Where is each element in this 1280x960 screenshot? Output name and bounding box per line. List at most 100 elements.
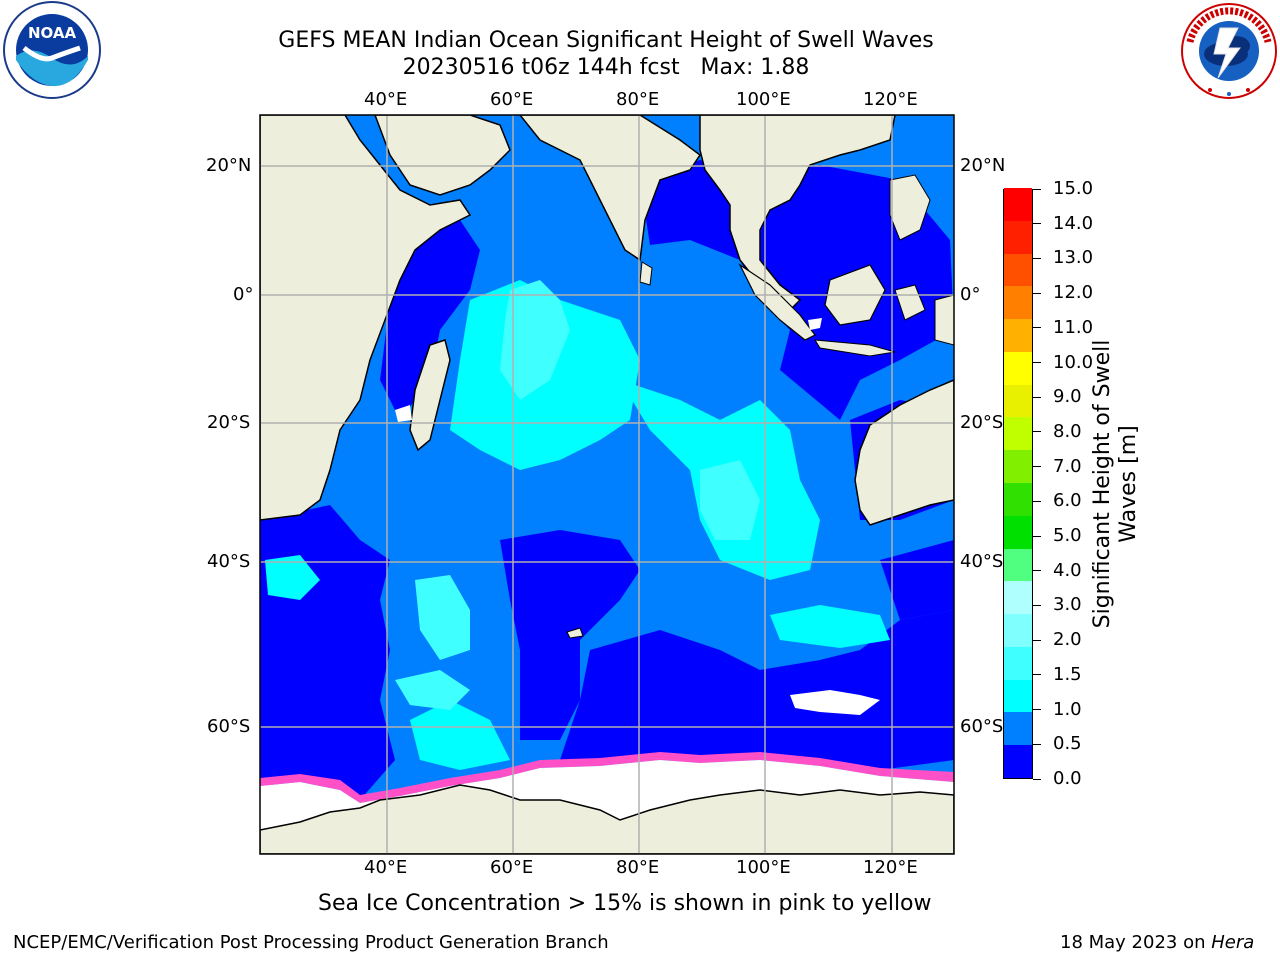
sri-lanka-land	[639, 261, 653, 286]
colorbar-tick-label: 5.0	[1053, 525, 1082, 547]
lon-tick-bottom: 100°E	[736, 857, 791, 878]
colorbar-tick-label: 1.0	[1053, 698, 1082, 720]
nws-logo-icon	[1181, 3, 1277, 99]
colorbar-segment	[1004, 614, 1032, 647]
higher-swell-regions	[395, 280, 760, 710]
footer-left: NCEP/EMC/Verification Post Processing Pr…	[13, 932, 609, 953]
philippines-land	[889, 174, 931, 241]
colorbar-tick-label: 14.0	[1053, 212, 1094, 234]
colorbar-segment	[1004, 679, 1032, 713]
colorbar-tick-label: 8.0	[1053, 420, 1082, 442]
colorbar-tick-mark	[1033, 535, 1041, 537]
colorbar-segment	[1004, 384, 1032, 418]
colorbar-segment	[1004, 450, 1032, 483]
lat-tick-right: 0°	[960, 284, 981, 305]
sea-ice-edge	[260, 752, 954, 803]
sumatra-land	[738, 263, 816, 341]
colorbar	[1003, 188, 1033, 779]
colorbar-tick-label: 1.5	[1053, 663, 1082, 685]
australia-land	[854, 379, 954, 526]
colorbar-tick-label: 7.0	[1053, 455, 1082, 477]
colorbar-label-line2: Waves [m]	[1116, 425, 1141, 543]
lat-tick-right: 20°S	[960, 412, 1004, 433]
colorbar-tick-label: 15.0	[1053, 178, 1094, 199]
lat-tick-right: 20°N	[960, 155, 1006, 176]
lat-tick-left: 20°S	[207, 412, 251, 433]
map-frame	[259, 114, 955, 855]
lon-tick-top: 60°E	[490, 89, 534, 110]
colorbar-tick-mark	[1033, 257, 1041, 259]
colorbar-segment	[1004, 548, 1032, 582]
colorbar-tick-mark	[1033, 743, 1041, 745]
colorbar-segment	[1004, 319, 1032, 352]
colorbar-tick-mark	[1033, 396, 1041, 398]
lon-tick-bottom: 80°E	[616, 857, 660, 878]
colorbar-tick-label: 2.0	[1053, 629, 1082, 651]
colorbar-segment	[1004, 581, 1032, 615]
colorbar-segment	[1004, 286, 1032, 320]
colorbar-tick-mark	[1033, 639, 1041, 641]
colorbar-tick-mark	[1033, 431, 1041, 433]
sea-ice-caption: Sea Ice Concentration > 15% is shown in …	[318, 891, 932, 916]
colorbar-tick-mark	[1033, 604, 1041, 606]
colorbar-tick-mark	[1033, 223, 1041, 225]
colorbar-segment	[1004, 483, 1032, 516]
colorbar-tick-mark	[1033, 778, 1041, 780]
lat-tick-left: 60°S	[207, 716, 251, 737]
colorbar-tick-label: 6.0	[1053, 490, 1082, 512]
colorbar-tick-mark	[1033, 362, 1041, 364]
colorbar-tick-mark	[1033, 500, 1041, 502]
lat-tick-left: 0°	[233, 284, 254, 305]
footer-date: 18 May 2023 on	[1060, 932, 1212, 953]
noaa-logo-icon: NOAA	[3, 1, 101, 99]
colorbar-tick-label: 11.0	[1053, 316, 1094, 338]
antarctica-land	[260, 784, 954, 854]
colorbar-tick-mark	[1033, 327, 1041, 329]
footer-right: 18 May 2023 on Hera	[1060, 932, 1254, 954]
lat-tick-left: 20°N	[206, 155, 252, 176]
lat-tick-right: 40°S	[960, 551, 1004, 572]
footer-host: Hera	[1211, 932, 1255, 953]
noaa-logo-text: NOAA	[28, 24, 77, 42]
colorbar-tick-label: 10.0	[1053, 351, 1094, 373]
colorbar-label-line1: Significant Height of Swell	[1090, 339, 1115, 629]
colorbar-segment	[1004, 417, 1032, 451]
colorbar-tick-label: 0.0	[1053, 768, 1082, 789]
lon-tick-top: 120°E	[863, 89, 918, 110]
lat-tick-right: 60°S	[960, 716, 1004, 737]
colorbar-segment	[1004, 712, 1032, 746]
colorbar-label: Significant Height of Swell Waves [m]	[1090, 324, 1142, 644]
java-land	[814, 339, 896, 357]
colorbar-tick-mark	[1033, 674, 1041, 676]
lon-tick-bottom: 120°E	[863, 857, 918, 878]
colorbar-tick-mark	[1033, 709, 1041, 711]
lat-tick-left: 40°S	[207, 551, 251, 572]
colorbar-tick-mark	[1033, 466, 1041, 468]
lon-tick-top: 80°E	[616, 89, 660, 110]
chart-title-line1: GEFS MEAN Indian Ocean Significant Heigh…	[278, 28, 934, 53]
graticule	[260, 115, 954, 854]
colorbar-tick-label: 3.0	[1053, 594, 1082, 616]
colorbar-segment	[1004, 188, 1032, 221]
colorbar-tick-label: 4.0	[1053, 559, 1082, 581]
colorbar-tick-label: 9.0	[1053, 386, 1082, 408]
lon-tick-bottom: 40°E	[364, 857, 408, 878]
colorbar-segment	[1004, 220, 1032, 254]
chart-title-line2: 20230516 t06z 144h fcst Max: 1.88	[402, 55, 810, 80]
colorbar-segment	[1004, 745, 1032, 778]
sulawesi-land	[894, 284, 926, 321]
colorbar-segment	[1004, 515, 1032, 549]
india-land	[519, 115, 702, 262]
colorbar-segment	[1004, 646, 1032, 680]
arabia-land	[374, 115, 511, 196]
colorbar-segment	[1004, 253, 1032, 287]
colorbar-tick-label: 12.0	[1053, 282, 1094, 304]
colorbar-segment	[1004, 351, 1032, 385]
colorbar-tick-mark	[1033, 188, 1041, 190]
africa-land	[260, 115, 472, 521]
lon-tick-top: 40°E	[364, 89, 408, 110]
new-guinea-land	[934, 294, 954, 346]
colorbar-tick-label: 13.0	[1053, 247, 1094, 269]
colorbar-tick-label: 0.5	[1053, 733, 1082, 755]
